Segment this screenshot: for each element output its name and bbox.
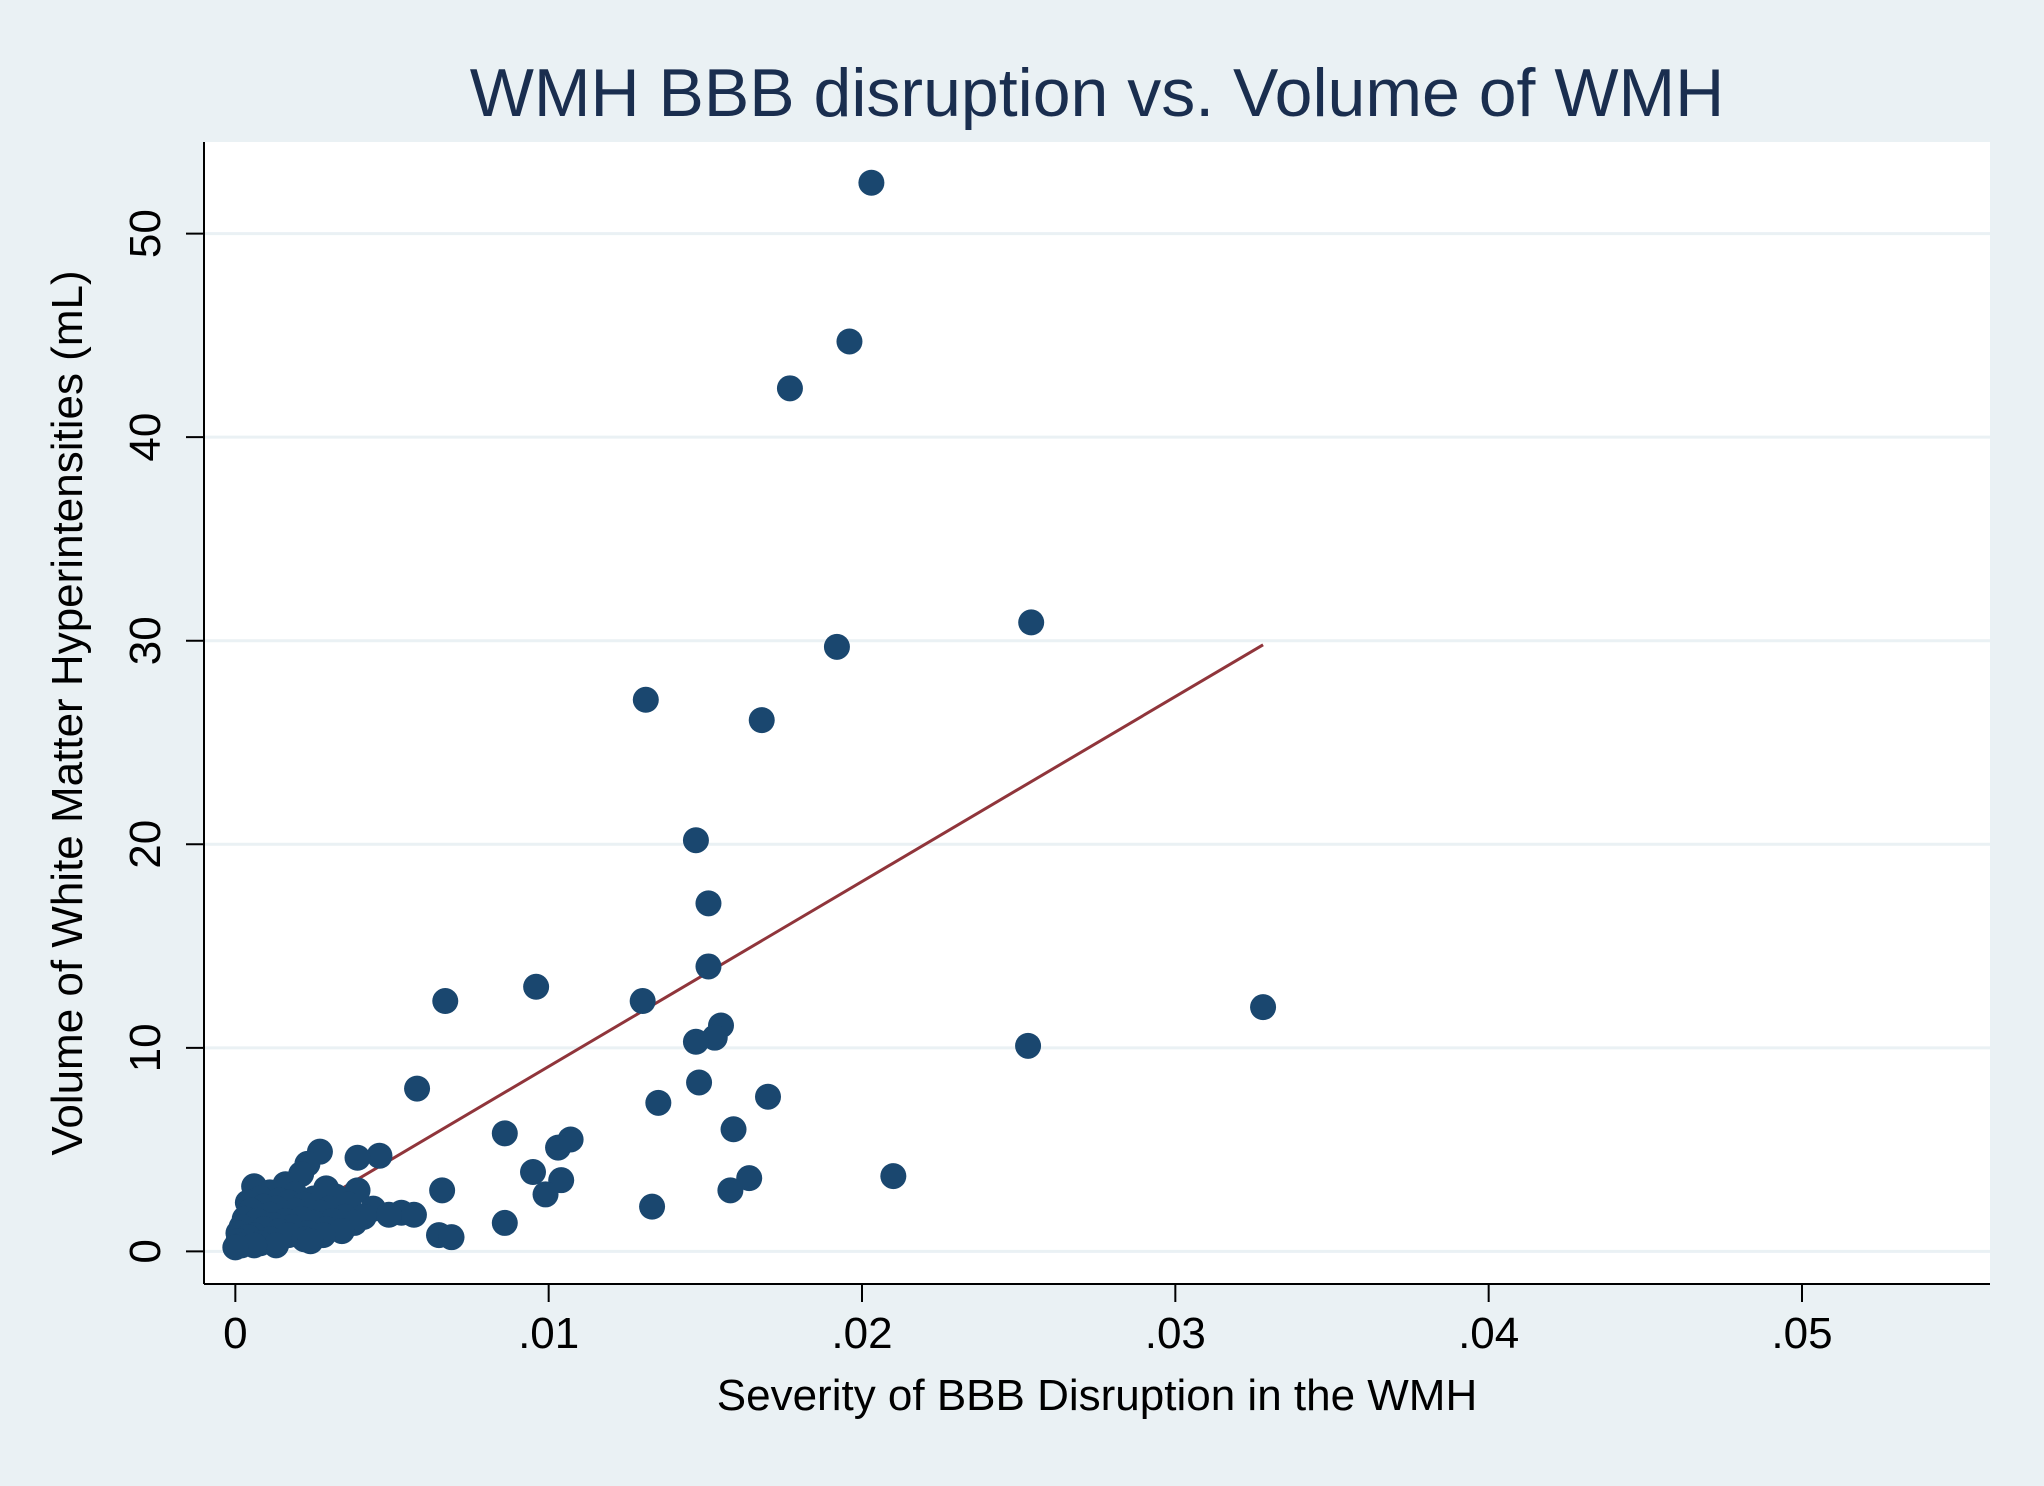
y-tick-label: 0 xyxy=(121,1239,170,1263)
data-point xyxy=(545,1134,572,1161)
data-point xyxy=(858,169,885,196)
data-point xyxy=(682,827,709,854)
x-tick-label: .05 xyxy=(1771,1309,1832,1358)
y-axis-title: Volume of White Matter Hyperintensities … xyxy=(43,270,92,1155)
data-point xyxy=(686,1069,713,1096)
x-tick-label: 0 xyxy=(223,1309,247,1358)
data-point xyxy=(241,1232,268,1259)
data-point xyxy=(736,1165,763,1192)
data-point xyxy=(438,1224,465,1251)
x-axis-title: Severity of BBB Disruption in the WMH xyxy=(717,1371,1477,1420)
data-point xyxy=(776,375,803,402)
data-point xyxy=(222,1234,249,1261)
data-point xyxy=(520,1159,546,1186)
axes xyxy=(203,142,1990,1285)
y-tick-label: 30 xyxy=(121,616,170,665)
y-tick-label: 10 xyxy=(121,1023,170,1072)
gridlines xyxy=(204,232,1990,1253)
data-point xyxy=(682,1028,709,1055)
data-point xyxy=(404,1075,431,1102)
data-point xyxy=(297,1228,324,1255)
data-point xyxy=(880,1163,907,1190)
x-tick-label: .01 xyxy=(518,1309,579,1358)
y-tick-label: 20 xyxy=(121,820,170,869)
data-point xyxy=(344,1144,371,1171)
data-point xyxy=(366,1142,393,1169)
data-point xyxy=(491,1120,518,1147)
data-point xyxy=(823,633,850,660)
data-point xyxy=(836,328,863,355)
x-axis-ticks: 0 .01 .02 .03 .04 .05 xyxy=(223,1284,1833,1358)
data-point xyxy=(629,988,656,1015)
linear-fit-line xyxy=(234,643,1264,1253)
scatter-points xyxy=(222,169,1277,1261)
data-point xyxy=(720,1116,747,1143)
data-point xyxy=(645,1089,672,1116)
data-point xyxy=(748,707,775,734)
y-tick-label: 40 xyxy=(121,413,170,462)
x-tick-label: .04 xyxy=(1458,1309,1519,1358)
data-point xyxy=(695,890,722,917)
data-point xyxy=(717,1177,744,1204)
y-tick-label: 50 xyxy=(121,209,170,258)
chart-title: WMH BBB disruption vs. Volume of WMH xyxy=(470,55,1725,131)
x-tick-label: .03 xyxy=(1145,1309,1206,1358)
data-point xyxy=(491,1209,518,1236)
data-point xyxy=(755,1083,781,1110)
data-point xyxy=(1250,994,1277,1021)
x-tick-label: .02 xyxy=(831,1309,892,1358)
fit-line-layer xyxy=(234,643,1264,1253)
data-point xyxy=(1018,609,1045,636)
data-point xyxy=(523,973,550,1000)
data-point xyxy=(695,953,722,980)
data-point xyxy=(532,1181,559,1208)
data-point xyxy=(432,988,459,1015)
data-point xyxy=(400,1201,427,1228)
y-axis-ticks: 0 10 20 30 40 50 xyxy=(121,209,204,1264)
data-point xyxy=(375,1201,402,1228)
data-point xyxy=(639,1193,666,1220)
data-point xyxy=(1015,1032,1042,1059)
data-point xyxy=(632,686,659,713)
data-point xyxy=(263,1232,290,1259)
data-point xyxy=(429,1177,456,1204)
